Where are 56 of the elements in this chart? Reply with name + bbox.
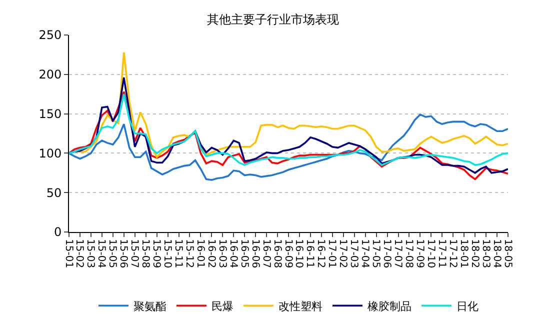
x-tick-label: 16-08 bbox=[271, 239, 282, 268]
x-tick-label: 16-02 bbox=[205, 239, 216, 268]
x-tick-label: 15-01 bbox=[62, 239, 74, 268]
x-tick-label: 16-01 bbox=[194, 239, 206, 268]
x-tick-label: 16-11 bbox=[304, 239, 316, 268]
x-tick-label: 16-07 bbox=[260, 239, 272, 268]
x-tick-label: 17-05 bbox=[370, 239, 382, 268]
x-tick-label: 16-09 bbox=[282, 239, 294, 268]
x-tick-label: 16-04 bbox=[227, 239, 238, 268]
legend-label: 民爆 bbox=[212, 300, 234, 313]
x-tick-label: 17-07 bbox=[392, 239, 403, 268]
legend-label: 橡胶制品 bbox=[368, 300, 412, 313]
x-tick-label: 15-07 bbox=[128, 239, 140, 268]
x-tick-label: 17-02 bbox=[337, 239, 348, 268]
x-tick-label: 15-08 bbox=[140, 239, 151, 268]
y-tick-label: 100 bbox=[38, 146, 62, 160]
x-tick-label: 16-03 bbox=[216, 239, 228, 268]
x-tick-label: 15-06 bbox=[118, 239, 129, 268]
x-tick-label: 15-03 bbox=[84, 239, 96, 268]
x-tick-label: 18-02 bbox=[468, 239, 480, 268]
x-tick-label: 15-10 bbox=[162, 239, 173, 268]
y-tick-label: 150 bbox=[38, 107, 62, 121]
x-tick-label: 15-11 bbox=[172, 239, 184, 268]
legend-label: 改性塑料 bbox=[278, 300, 322, 313]
x-tick-label: 18-01 bbox=[458, 239, 469, 268]
x-tick-label: 16-10 bbox=[293, 239, 304, 268]
legend-label: 日化 bbox=[456, 300, 478, 313]
x-tick-label: 17-12 bbox=[446, 239, 458, 268]
line-series bbox=[69, 114, 508, 181]
x-tick-label: 15-05 bbox=[106, 239, 118, 268]
x-tick-label: 18-05 bbox=[502, 239, 513, 268]
chart-title: 其他主要子行业市场表现 bbox=[207, 12, 339, 26]
x-tick-label: 15-09 bbox=[150, 239, 162, 268]
x-tick-label: 17-04 bbox=[359, 239, 370, 268]
x-tick-label: 17-10 bbox=[424, 239, 436, 268]
x-tick-label: 16-05 bbox=[238, 239, 250, 268]
x-tick-label: 18-04 bbox=[490, 239, 502, 268]
x-tick-label: 17-09 bbox=[414, 239, 425, 268]
y-tick-label: 200 bbox=[38, 68, 62, 82]
x-tick-label: 17-01 bbox=[326, 239, 338, 268]
legend-label: 聚氨酯 bbox=[134, 300, 166, 313]
x-tick-label: 15-02 bbox=[74, 239, 85, 268]
y-tick-label: 0 bbox=[54, 225, 62, 240]
x-tick-label: 17-03 bbox=[348, 239, 360, 268]
x-tick-label: 17-06 bbox=[381, 239, 392, 268]
x-tick-label: 17-11 bbox=[436, 239, 447, 268]
x-tick-label: 17-08 bbox=[402, 239, 414, 268]
x-tick-label: 16-06 bbox=[249, 239, 260, 268]
y-tick-label: 50 bbox=[46, 186, 62, 200]
line-series bbox=[69, 93, 508, 166]
y-tick-label: 250 bbox=[38, 28, 62, 42]
x-tick-label: 18-03 bbox=[480, 239, 491, 268]
x-tick-label: 16-12 bbox=[315, 239, 326, 268]
line-series bbox=[69, 90, 508, 180]
x-tick-label: 15-12 bbox=[183, 239, 194, 268]
x-tick-label: 15-04 bbox=[96, 239, 107, 268]
